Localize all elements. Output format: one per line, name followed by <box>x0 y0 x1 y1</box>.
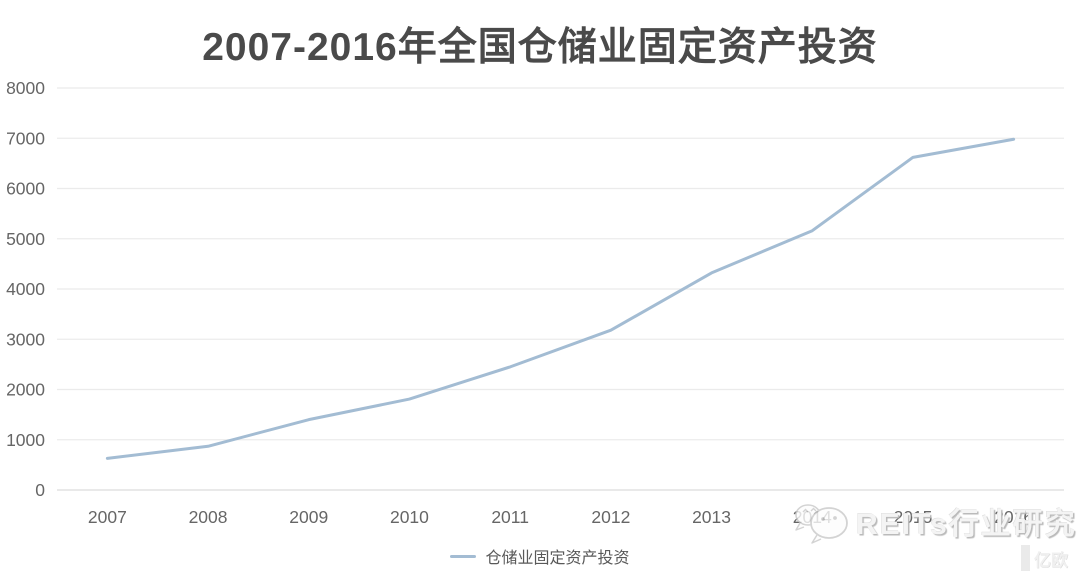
y-tick-label: 3000 <box>6 329 45 349</box>
legend: 仓储业固定资产投资 <box>0 544 1080 568</box>
x-tick-label: 2007 <box>88 507 127 527</box>
corner-logo-bar <box>1021 545 1030 571</box>
y-tick-label: 6000 <box>6 179 45 199</box>
x-tick-label: 2009 <box>289 507 328 527</box>
x-tick-label: 2010 <box>390 507 429 527</box>
data-line <box>105 137 1016 460</box>
corner-logo: 亿欧 <box>1021 545 1068 571</box>
x-tick-label: 2015 <box>893 507 932 527</box>
y-tick-label: 2000 <box>6 380 45 400</box>
y-tick-label: 5000 <box>6 229 45 249</box>
y-tick-label: 8000 <box>6 78 45 98</box>
y-tick-label: 7000 <box>6 128 45 148</box>
legend-line-swatch <box>450 554 477 558</box>
x-tick-label: 2016 <box>994 507 1033 527</box>
corner-logo-text: 亿欧 <box>1034 550 1068 570</box>
y-tick-label: 1000 <box>6 430 45 450</box>
x-tick-label: 2012 <box>591 507 630 527</box>
legend-label: 仓储业固定资产投资 <box>485 550 630 567</box>
chart-title: 2007-2016年全国仓储业固定资产投资 <box>202 26 878 69</box>
x-tick-label: 2011 <box>491 507 529 527</box>
y-tick-label: 0 <box>35 480 45 500</box>
x-tick-label: 2013 <box>692 507 731 527</box>
x-tick-label: 2014 <box>793 507 832 527</box>
x-tick-label: 2008 <box>189 507 228 527</box>
y-tick-label: 4000 <box>6 279 45 299</box>
